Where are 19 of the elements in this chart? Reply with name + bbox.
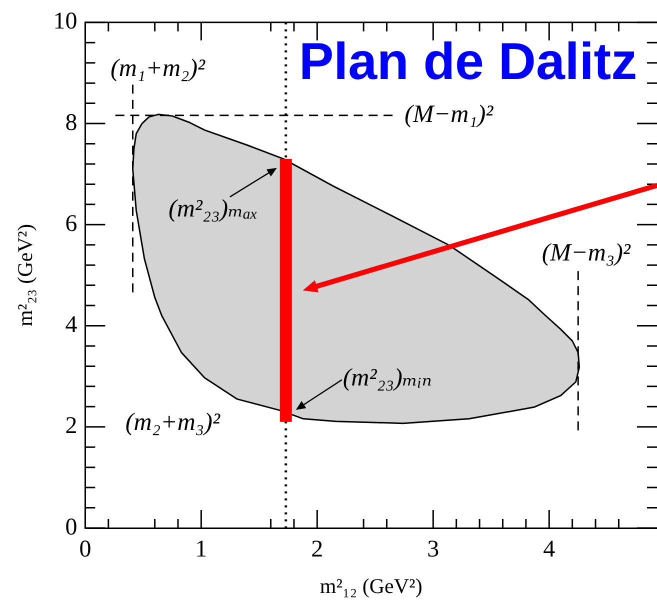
annotation: (m²₂₃)ₘᵢₙ (342, 364, 432, 392)
x-tick-label: 4 (543, 536, 556, 563)
annotation: (m₁+m₂)² (110, 55, 206, 82)
x-tick-label: 2 (311, 536, 324, 563)
y-tick-label: 0 (65, 514, 78, 540)
x-axis-title: m²₁₂ (GeV²) (320, 574, 422, 598)
annotation: (m²₂₃)ₘₐₓ (168, 195, 258, 222)
y-tick-label: 2 (65, 413, 78, 440)
y-axis-title: m²₂₃ (GeV²) (13, 224, 38, 326)
annotation: (M−m₁)² (404, 101, 494, 128)
y-tick-label: 8 (65, 110, 78, 136)
x-tick-label: 3 (427, 536, 440, 563)
y-tick-label: 6 (65, 210, 78, 237)
x-tick-label: 1 (195, 536, 208, 563)
chart-title: Plan de Dalitz (299, 33, 638, 92)
y-tick-label: 10 (53, 8, 78, 35)
annotation: (m₂+m₃)² (125, 408, 220, 436)
annotation: (M−m₃)² (542, 240, 631, 267)
y-tick-label: 4 (65, 312, 78, 338)
